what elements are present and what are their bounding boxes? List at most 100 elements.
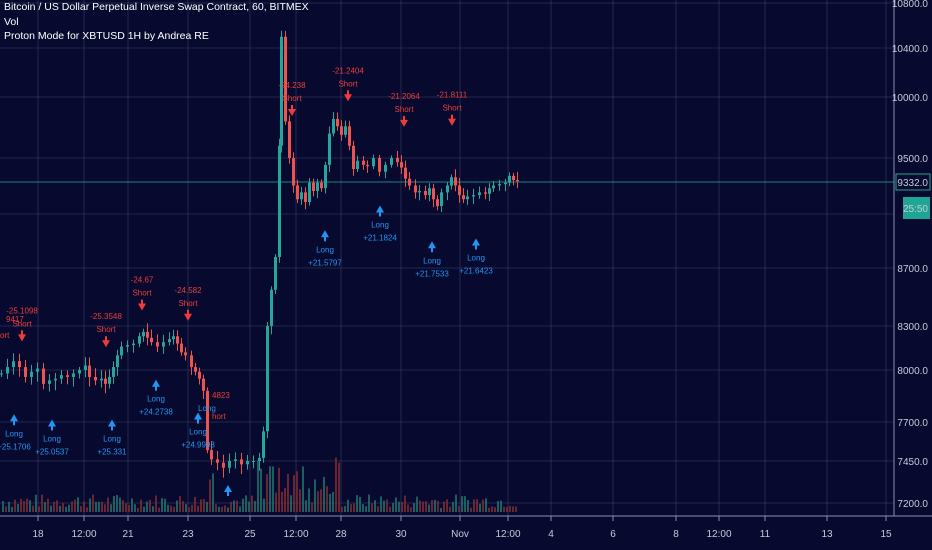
volume-bar xyxy=(68,504,70,512)
volume-bar xyxy=(395,497,397,512)
x-tick-label: Nov xyxy=(451,529,469,540)
x-tick-label: 8 xyxy=(673,529,679,540)
volume-bar xyxy=(404,495,406,512)
long-signal-arrow xyxy=(376,205,384,213)
volume-bar xyxy=(224,505,226,512)
candle-body xyxy=(252,461,255,462)
volume-bar xyxy=(182,501,184,512)
volume-bar xyxy=(437,501,439,512)
candle-body xyxy=(30,371,33,377)
volume-bar xyxy=(428,504,430,512)
volume-bar xyxy=(185,504,187,512)
last-price-label: 9332.0 xyxy=(897,178,928,189)
volume-bar xyxy=(365,506,367,512)
last-price-tag xyxy=(895,173,931,191)
volume-bar xyxy=(257,460,259,512)
volume-bar xyxy=(452,501,454,512)
volume-bar xyxy=(281,491,283,512)
candle-body xyxy=(60,375,63,379)
candle-body xyxy=(316,182,319,191)
short-signal-value: -24.67 xyxy=(131,276,154,285)
volume-bar xyxy=(353,503,355,512)
time-axis-panel xyxy=(0,516,932,550)
volume-bar xyxy=(461,496,463,512)
short-signal-arrow xyxy=(138,303,146,311)
short-signal-type: Short xyxy=(132,289,152,298)
long-signal-arrow xyxy=(475,244,477,250)
long-signal-arrow xyxy=(13,420,15,426)
candle-body xyxy=(508,175,511,183)
volume-bar xyxy=(272,466,274,512)
x-tick-label: 30 xyxy=(395,529,407,540)
short-signal-value: -25.1098 xyxy=(6,306,38,315)
candle-body xyxy=(142,331,145,337)
volume-bar xyxy=(443,501,445,512)
volume-bar xyxy=(74,499,76,512)
candle-body xyxy=(512,175,515,180)
short-signal-type: Short xyxy=(394,105,414,114)
candle-body xyxy=(356,160,359,169)
candle-body xyxy=(172,336,175,340)
long-signal-arrow xyxy=(111,425,113,431)
candle-body xyxy=(104,378,107,384)
volume-bar xyxy=(191,504,193,512)
volume-bar xyxy=(374,500,376,512)
y-tick-label: 8300.0 xyxy=(897,322,928,333)
chart-legend: Bitcoin / US Dollar Perpetual Inverse Sw… xyxy=(4,0,309,44)
volume-bar xyxy=(227,507,229,512)
volume-bar xyxy=(95,501,97,512)
short-signal-arrow xyxy=(184,313,192,321)
symbol-title[interactable]: Bitcoin / US Dollar Perpetual Inverse Sw… xyxy=(4,1,309,13)
volume-bar xyxy=(152,506,154,512)
volume-bar xyxy=(17,504,19,512)
y-tick-label: 7700.0 xyxy=(897,418,928,429)
candle-body xyxy=(390,158,393,165)
candle-body xyxy=(240,459,243,465)
candle-body xyxy=(362,160,365,165)
volume-bar xyxy=(515,506,517,512)
volume-bar xyxy=(305,500,307,512)
indicator-label[interactable]: Proton Mode for XBTUSD 1H by Andrea RE xyxy=(4,30,209,42)
candle-body xyxy=(180,343,183,353)
volume-bar xyxy=(329,493,331,512)
volume-label[interactable]: Vol xyxy=(4,15,19,28)
price-axis-panel xyxy=(894,0,932,550)
volume-bar xyxy=(314,479,316,512)
volume-bar xyxy=(290,495,292,512)
y-tick-label: 7200.0 xyxy=(897,499,928,510)
volume-bar xyxy=(296,471,298,512)
volume-bar xyxy=(146,501,148,512)
candle-body xyxy=(176,336,179,344)
volume-bar xyxy=(206,501,208,512)
long-signal-type: Long xyxy=(103,434,121,443)
volume-bar xyxy=(92,494,94,512)
candle-body xyxy=(516,180,519,182)
long-signal-value: +21.5797 xyxy=(308,258,342,267)
candle-body xyxy=(100,378,103,381)
candle-body xyxy=(462,195,465,200)
volume-bar xyxy=(200,499,202,512)
candle-body xyxy=(194,367,197,372)
candle-body xyxy=(132,343,135,346)
volume-bar xyxy=(302,466,304,512)
volume-bar xyxy=(278,467,280,512)
x-tick-label: 18 xyxy=(32,529,44,540)
volume-bar xyxy=(104,504,106,512)
candle-body xyxy=(332,118,335,134)
volume-bar xyxy=(242,498,244,512)
long-signal-arrow xyxy=(321,230,329,238)
volume-bar xyxy=(497,501,499,512)
volume-bar xyxy=(401,501,403,512)
long-signal-arrow xyxy=(428,241,436,249)
candle-body xyxy=(42,368,45,384)
short-signal-value: -21.2404 xyxy=(332,66,364,75)
volume-bar xyxy=(341,506,343,512)
candle-body xyxy=(270,289,273,326)
candle-body xyxy=(216,459,219,463)
volume-bar xyxy=(431,500,433,512)
volume-bar xyxy=(41,494,43,512)
candle-body xyxy=(300,192,303,200)
candle-body xyxy=(228,461,231,468)
